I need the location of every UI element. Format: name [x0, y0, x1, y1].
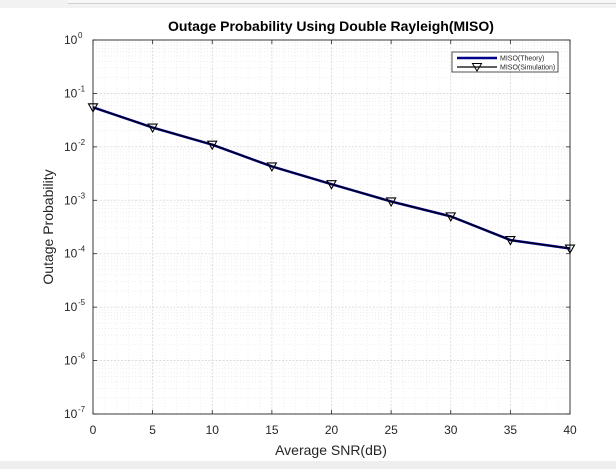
y-tick-label: 10 -5 — [64, 298, 86, 314]
top-toolbar-strip — [0, 0, 616, 8]
y-tick-base: 10 — [64, 354, 78, 368]
simulation-marker — [445, 212, 457, 222]
y-tick-label: 10 -7 — [64, 405, 86, 421]
x-tick-label: 30 — [444, 423, 458, 437]
y-tick-exponent: -2 — [78, 138, 86, 147]
top-toolbar-border — [68, 0, 616, 4]
y-tick-label: 10 -1 — [64, 84, 86, 100]
simulation-marker — [564, 244, 576, 255]
simulation-marker — [266, 162, 278, 173]
legend-simulation-label: MISO(Simulation) — [500, 65, 555, 72]
legend: MISO(Theory) MISO(Simulation) — [451, 51, 559, 73]
y-tick-base: 10 — [64, 33, 78, 47]
y-tick-exponent: -1 — [78, 84, 86, 93]
x-tick-label: 20 — [325, 423, 339, 437]
x-tick-label: 10 — [206, 423, 220, 437]
x-tick-labels: 0 5 10 15 20 25 30 35 40 — [90, 423, 577, 437]
y-tick-exponent: -5 — [78, 298, 86, 307]
y-tick-exponent: -6 — [78, 352, 86, 361]
y-tick-base: 10 — [64, 247, 78, 261]
simulation-marker — [206, 140, 218, 151]
x-tick-label: 40 — [563, 423, 577, 437]
y-tick-exponent: 0 — [78, 31, 83, 40]
y-tick-base: 10 — [64, 193, 78, 207]
y-tick-label: 10 -4 — [64, 245, 86, 261]
x-axis-label: Average SNR(dB) — [275, 442, 387, 458]
simulation-marker — [326, 180, 337, 190]
x-tick-label: 35 — [504, 423, 518, 437]
simulation-marker — [87, 103, 99, 113]
y-tick-base: 10 — [64, 407, 78, 421]
y-tick-base: 10 — [64, 300, 78, 314]
y-tick-exponent: -4 — [78, 245, 86, 254]
y-tick-exponent: -3 — [78, 191, 86, 200]
y-tick-label: 10 -6 — [64, 352, 86, 368]
series-line-simulation — [92, 106, 571, 250]
bottom-strip — [0, 461, 616, 469]
simulation-marker — [504, 236, 516, 246]
y-tick-exponent: -7 — [78, 405, 86, 414]
x-tick-label: 5 — [149, 423, 156, 437]
y-tick-label: 10 0 — [64, 31, 83, 47]
y-tick-label: 10 -2 — [64, 138, 86, 154]
y-axis-label: Outage Probability — [40, 169, 56, 284]
x-tick-label: 25 — [384, 423, 398, 437]
legend-theory-label: MISO(Theory) — [500, 56, 544, 63]
x-tick-label: 0 — [90, 423, 97, 437]
x-tick-label: 15 — [265, 423, 279, 437]
chart-title: Outage Probability Using Double Rayleigh… — [168, 18, 494, 34]
grid-lines — [92, 39, 571, 415]
data-series — [87, 103, 576, 255]
simulation-marker — [385, 197, 397, 208]
y-tick-label: 10 -3 — [64, 191, 86, 207]
y-tick-base: 10 — [64, 86, 78, 100]
y-tick-base: 10 — [64, 140, 78, 154]
simulation-marker — [147, 123, 159, 134]
legend-simulation-marker — [471, 63, 483, 72]
